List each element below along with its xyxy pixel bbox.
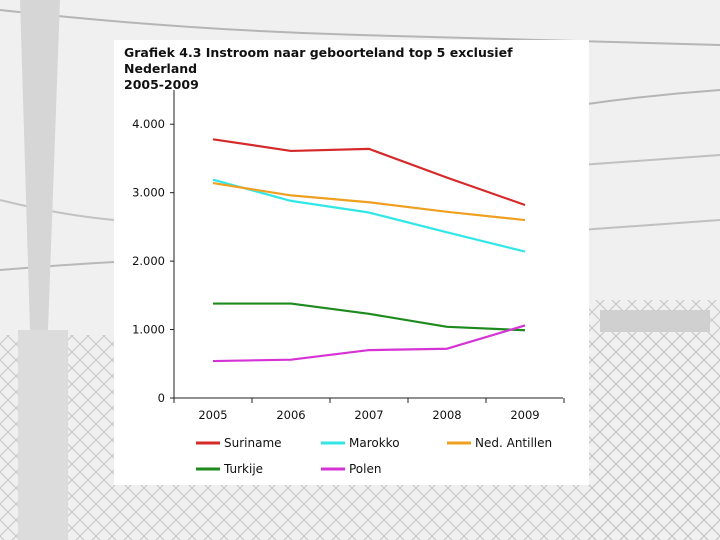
y-tick-label: 0 <box>158 391 165 405</box>
chart-title: Grafiek 4.3 Instroom naar geboorteland t… <box>124 45 564 93</box>
legend-label-marokko: Marokko <box>349 436 400 450</box>
chart-panel <box>114 40 589 485</box>
series-line-ned-antillen <box>212 181 526 222</box>
series-line-turkije <box>213 302 526 332</box>
legend-label-suriname: Suriname <box>224 436 282 450</box>
series-line-marokko <box>212 178 526 253</box>
chart-title-line1: Grafiek 4.3 Instroom naar geboorteland t… <box>124 45 513 76</box>
series-line-suriname <box>212 138 526 207</box>
y-tick-label: 4.000 <box>132 117 165 131</box>
x-tick-label: 2005 <box>198 408 227 422</box>
y-tick-label: 1.000 <box>132 323 165 337</box>
y-tick-label: 2.000 <box>132 254 165 268</box>
legend-label-turkije: Turkije <box>223 462 263 476</box>
y-tick-label: 3.000 <box>132 186 165 200</box>
legend-label-polen: Polen <box>349 462 381 476</box>
legend-label-ned-antillen: Ned. Antillen <box>475 436 552 450</box>
chart-title-line2: 2005-2009 <box>124 77 199 92</box>
series-line-polen <box>212 324 526 363</box>
x-tick-label: 2008 <box>432 408 461 422</box>
x-tick-label: 2007 <box>354 408 383 422</box>
x-tick-label: 2006 <box>276 408 305 422</box>
x-tick-label: 2009 <box>510 408 539 422</box>
